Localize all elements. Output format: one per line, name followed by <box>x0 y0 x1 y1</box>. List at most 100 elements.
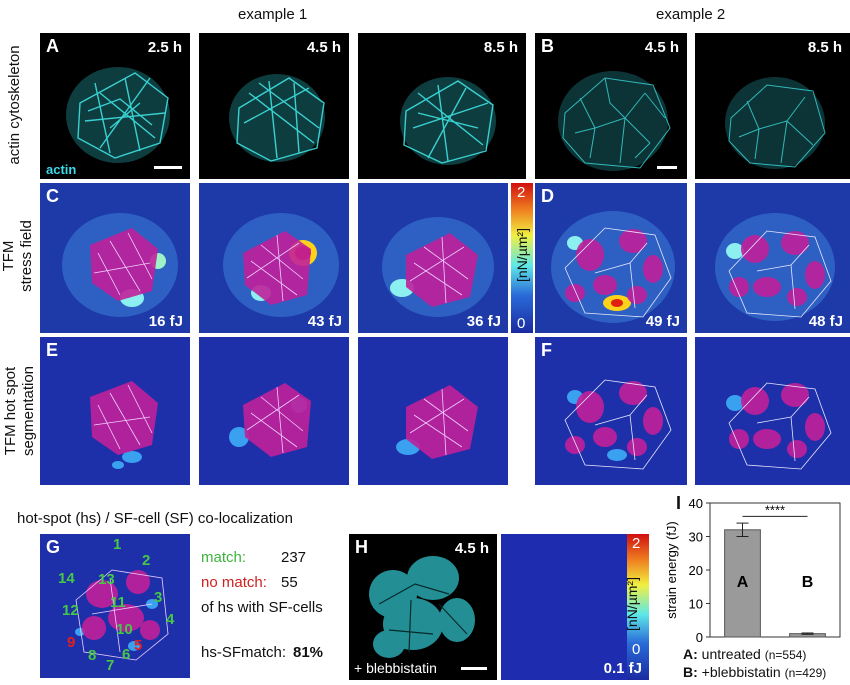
y-tick-label: 10 <box>689 597 703 612</box>
y-tick-label: 20 <box>689 563 703 578</box>
hotspot-image <box>396 385 478 459</box>
time-label: 8.5 h <box>483 39 518 56</box>
stress-field-image <box>382 217 494 317</box>
nomatch-value: 55 <box>281 574 298 591</box>
colorbar-gradient <box>511 183 533 333</box>
panel-hotspot-example2-8-5h <box>695 337 850 485</box>
panel-a-actin-2-5h: A 2.5 h actin <box>40 33 190 179</box>
panel-g-colocalization: G 1 2 3 4 6 7 8 10 11 12 13 14 9 5 <box>40 534 190 678</box>
legend-row-a: A: untreated (n=554) <box>683 646 807 662</box>
cell-number: 6 <box>122 646 131 663</box>
y-tick-label: 40 <box>689 496 703 511</box>
colocalization-image <box>75 569 169 661</box>
panel-c-stress-field: C 16 fJ <box>40 183 190 333</box>
panel-letter-d: D <box>541 186 554 206</box>
time-label: 4.5 h <box>306 39 341 56</box>
panel-b-actin-4-5h: B 4.5 h <box>535 33 687 179</box>
panel-actin-8-5h: 8.5 h <box>358 33 526 179</box>
colorbar-max: 2 <box>632 535 641 552</box>
header-example-2: example 2 <box>656 6 726 23</box>
panel-e-hotspot: E <box>40 337 190 485</box>
actin-image <box>558 71 671 171</box>
header-example-1: example 1 <box>238 6 308 23</box>
y-tick-label: 30 <box>689 530 703 545</box>
bar <box>724 529 761 638</box>
panel-hotspot-8-5h <box>358 337 508 485</box>
time-label: 8.5 h <box>807 39 842 56</box>
actin-image <box>400 77 496 165</box>
row-label-tfm-stress: TFM stress field <box>0 220 35 292</box>
colorbar-unit: [nN/µm²] <box>514 228 530 282</box>
cell-number: 14 <box>58 570 75 587</box>
scale-bar <box>461 667 487 670</box>
of-hs-text: of hs with SF-cells <box>201 599 323 616</box>
panel-b-actin-8-5h: 8.5 h <box>695 33 850 179</box>
cell-number-unmatched: 9 <box>67 634 76 651</box>
cell-number: 4 <box>166 611 175 628</box>
panel-f-hotspot: F <box>535 337 687 485</box>
panel-d-stress-field: D 49 fJ <box>535 183 687 333</box>
cell-number: 10 <box>116 621 133 638</box>
colorbar-panel: 2 0 [nN/µm²] <box>511 183 533 333</box>
actin-channel-label: actin <box>46 162 77 177</box>
energy-label: 16 fJ <box>148 313 183 330</box>
actin-image <box>229 74 325 162</box>
hotspot-image <box>229 383 311 457</box>
hotspot-image <box>726 382 832 470</box>
panel-letter-b: B <box>541 36 554 56</box>
cell-number-unmatched: 5 <box>134 637 143 654</box>
bar-category-label: B <box>802 574 814 591</box>
panel-letter-f: F <box>541 340 552 360</box>
stress-field-image <box>551 211 675 323</box>
row-label-actin: actin cytoskeleton <box>6 45 23 165</box>
panel-hotspot-4-5h <box>199 337 349 485</box>
energy-label: 36 fJ <box>466 313 501 330</box>
cell-number: 1 <box>113 536 122 553</box>
hotspot-image <box>90 381 158 469</box>
time-label: 4.5 h <box>644 39 679 56</box>
match-value: 237 <box>281 549 307 566</box>
actin-image <box>725 77 826 169</box>
energy-label: 48 fJ <box>808 313 843 330</box>
percent-label: hs-SFmatch: <box>201 644 287 661</box>
colorbar-min: 0 <box>632 641 641 658</box>
panel-letter-c: C <box>46 186 59 206</box>
treatment-label: + blebbistatin <box>354 660 437 676</box>
percent-value: 81% <box>293 644 324 661</box>
scale-bar <box>154 166 182 169</box>
energy-label: 0.1 fJ <box>603 660 642 677</box>
panel-letter-i: I <box>676 493 682 513</box>
stress-field-image <box>223 213 339 317</box>
panel-letter-a: A <box>46 36 59 56</box>
significance-label: **** <box>765 502 785 517</box>
actin-image <box>66 67 170 163</box>
hotspot-image <box>564 379 672 470</box>
cell-number: 7 <box>106 657 115 674</box>
bar-category-label: A <box>737 574 749 591</box>
actin-image <box>369 556 475 658</box>
scale-bar <box>657 166 677 169</box>
nomatch-label: no match: <box>201 574 267 591</box>
panel-stress-field-4-5h: 43 fJ <box>199 183 349 333</box>
colorbar-min: 0 <box>517 315 526 332</box>
cell-number: 11 <box>110 594 126 611</box>
y-axis-label: strain energy (fJ) <box>664 521 679 619</box>
cell-number: 3 <box>154 589 163 606</box>
panel-letter-e: E <box>46 340 59 360</box>
y-tick-label: 0 <box>696 630 703 645</box>
panel-letter-g: G <box>46 537 61 557</box>
panel-h-blebbistatin: H 4.5 h + blebbistatin <box>349 534 497 680</box>
energy-label: 43 fJ <box>307 313 342 330</box>
cell-number: 12 <box>62 602 79 619</box>
colorbar-gradient <box>627 534 649 680</box>
colorbar-max: 2 <box>517 184 526 201</box>
cell-number: 2 <box>142 552 151 569</box>
panel-actin-4-5h: 4.5 h <box>199 33 349 179</box>
cell-number: 8 <box>88 647 97 664</box>
energy-label: 49 fJ <box>645 313 680 330</box>
stress-field-image <box>62 213 178 317</box>
time-label: 4.5 h <box>454 540 489 557</box>
row-label-tfm-hotspot: TFM hot spot segmentation <box>2 365 37 457</box>
colorbar-unit: [nN/µm²] <box>624 577 640 631</box>
legend-row-b: B: +blebbistatin (n=429) <box>683 664 827 680</box>
